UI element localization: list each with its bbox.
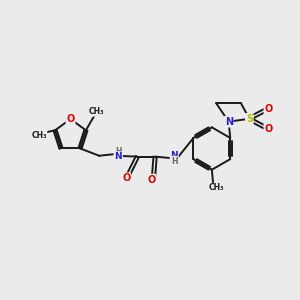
Text: O: O xyxy=(147,175,155,184)
Text: CH₃: CH₃ xyxy=(88,107,104,116)
Text: O: O xyxy=(66,114,75,124)
Text: S: S xyxy=(246,114,253,124)
Text: N: N xyxy=(115,152,122,161)
Text: N: N xyxy=(170,151,178,160)
Text: N: N xyxy=(225,117,233,127)
Text: CH₃: CH₃ xyxy=(31,131,47,140)
Text: H: H xyxy=(115,147,122,156)
Text: H: H xyxy=(171,157,178,166)
Text: O: O xyxy=(122,173,130,183)
Text: O: O xyxy=(264,104,273,114)
Text: CH₃: CH₃ xyxy=(209,184,225,193)
Text: O: O xyxy=(264,124,273,134)
